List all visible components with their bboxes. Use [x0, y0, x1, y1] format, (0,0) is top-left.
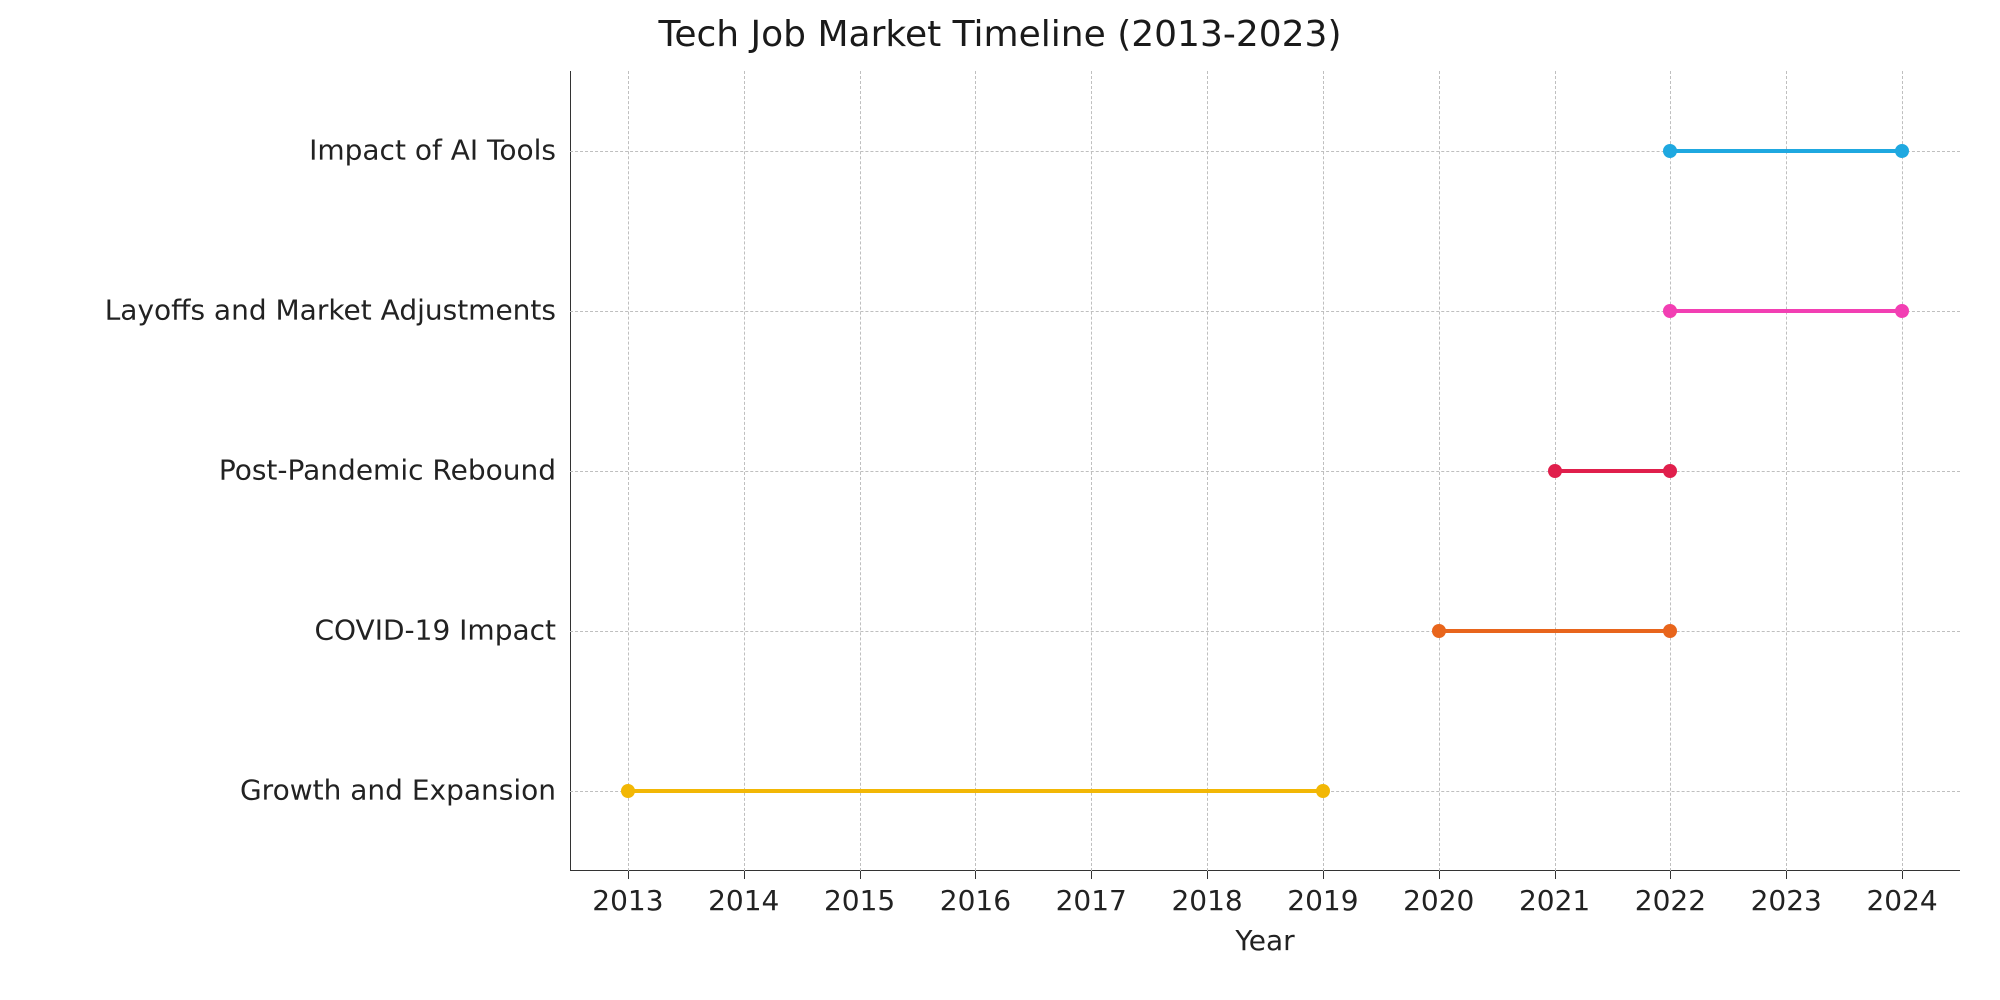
x-tick-label: 2016 — [940, 884, 1011, 917]
x-tick-mark — [628, 871, 629, 879]
x-tick-label: 2017 — [1056, 884, 1127, 917]
y-tick-label: Layoffs and Market Adjustments — [105, 294, 556, 327]
x-tick-mark — [744, 871, 745, 879]
x-tick-label: 2022 — [1635, 884, 1706, 917]
timeline-marker — [621, 784, 635, 798]
y-tick-label: Impact of AI Tools — [309, 134, 556, 167]
timeline-marker — [1663, 624, 1677, 638]
x-tick-mark — [975, 871, 976, 879]
x-tick-mark — [1439, 871, 1440, 879]
timeline-marker — [1663, 304, 1677, 318]
y-gridline — [570, 631, 1960, 632]
timeline-marker — [1895, 144, 1909, 158]
x-tick-mark — [1555, 871, 1556, 879]
x-tick-label: 2018 — [1171, 884, 1242, 917]
y-tick-label: Growth and Expansion — [240, 774, 556, 807]
x-tick-label: 2014 — [708, 884, 779, 917]
timeline-marker — [1663, 464, 1677, 478]
x-tick-mark — [1670, 871, 1671, 879]
timeline-segment — [1439, 629, 1671, 633]
x-tick-mark — [860, 871, 861, 879]
timeline-marker — [1663, 144, 1677, 158]
x-axis-label: Year — [1235, 924, 1294, 957]
timeline-marker — [1316, 784, 1330, 798]
x-tick-label: 2023 — [1751, 884, 1822, 917]
x-tick-mark — [1323, 871, 1324, 879]
x-tick-mark — [1786, 871, 1787, 879]
timeline-marker — [1548, 464, 1562, 478]
chart-container: Tech Job Market Timeline (2013-2023) Yea… — [0, 0, 2000, 1000]
y-gridline — [570, 471, 1960, 472]
x-tick-label: 2020 — [1403, 884, 1474, 917]
chart-title: Tech Job Market Timeline (2013-2023) — [0, 14, 2000, 55]
x-tick-label: 2015 — [824, 884, 895, 917]
x-tick-mark — [1207, 871, 1208, 879]
x-tick-label: 2019 — [1287, 884, 1358, 917]
timeline-segment — [1670, 309, 1902, 313]
x-tick-label: 2021 — [1519, 884, 1590, 917]
x-tick-mark — [1902, 871, 1903, 879]
timeline-segment — [1555, 469, 1671, 473]
y-tick-label: COVID-19 Impact — [314, 614, 556, 647]
y-tick-label: Post-Pandemic Rebound — [219, 454, 556, 487]
timeline-marker — [1432, 624, 1446, 638]
x-axis-line — [570, 870, 1960, 871]
x-tick-label: 2013 — [592, 884, 663, 917]
x-tick-label: 2024 — [1866, 884, 1937, 917]
x-tick-mark — [1091, 871, 1092, 879]
timeline-segment — [1670, 149, 1902, 153]
timeline-marker — [1895, 304, 1909, 318]
timeline-segment — [628, 789, 1323, 793]
plot-area — [570, 70, 1961, 871]
